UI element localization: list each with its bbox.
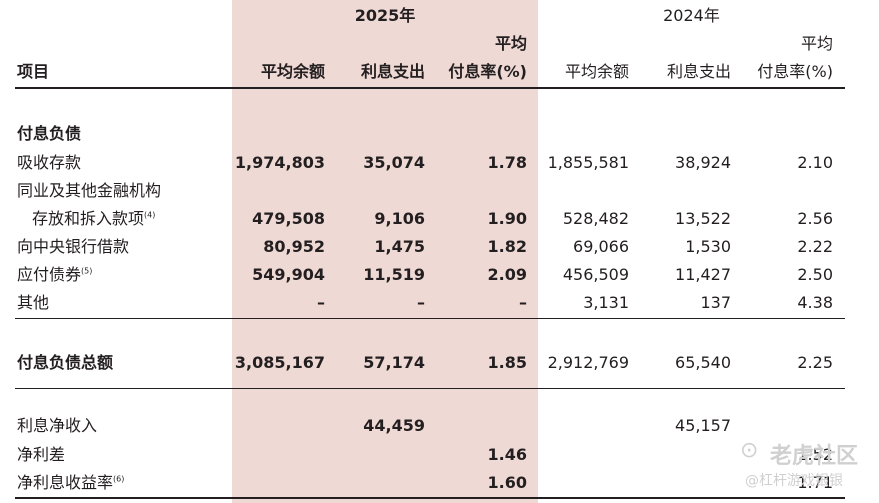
cell-2024-rate: 4.38 <box>797 293 833 312</box>
row-label-deposits: 吸收存款 <box>17 153 82 172</box>
cell-2025-interest-expense: – <box>417 293 425 312</box>
cell-2024-interest-expense: 13,522 <box>675 209 731 228</box>
cell-2025-rate: – <box>519 293 527 312</box>
header-2025-avg-balance: 平均余额 <box>260 62 325 81</box>
cell-2025-interest-expense: 9,106 <box>374 209 425 228</box>
cell-2024-avg-balance: 69,066 <box>573 237 629 256</box>
row-label-bonds-payable: 应付债券(5) <box>17 265 93 284</box>
cell-2025-rate: 1.90 <box>487 209 527 228</box>
footnote-marker: (5) <box>81 266 93 276</box>
header-item: 项目 <box>17 62 50 81</box>
cell-2025-rate: 1.46 <box>487 445 527 464</box>
row-label-interest-bearing-liabilities: 付息负债 <box>17 124 82 143</box>
cell-2025-avg-balance: 3,085,167 <box>234 353 325 372</box>
header-rule <box>15 87 845 89</box>
header-2025-rate-line2: 付息率(%) <box>448 62 527 81</box>
cell-2024-avg-balance: 528,482 <box>562 209 629 228</box>
cell-2025-avg-balance: 479,508 <box>252 209 325 228</box>
cell-2025-interest-expense: 44,459 <box>363 416 425 435</box>
subtotal-rule <box>15 318 845 319</box>
cell-2025-interest-expense: 35,074 <box>363 153 425 172</box>
cell-2025-interest-expense: 1,475 <box>374 237 425 256</box>
row-label-net-interest-spread: 净利差 <box>17 445 66 464</box>
cell-2024-rate: 2.56 <box>797 209 833 228</box>
cell-2024-interest-expense: 38,924 <box>675 153 731 172</box>
cell-2025-avg-balance: – <box>317 293 325 312</box>
footnote-marker: (4) <box>144 210 156 220</box>
cell-2024-rate: 1.71 <box>797 473 833 492</box>
cell-2024-avg-balance: 3,131 <box>583 293 629 312</box>
cell-2024-avg-balance: 456,509 <box>562 265 629 284</box>
cell-2025-rate: 1.82 <box>487 237 527 256</box>
cell-2024-rate: 2.22 <box>797 237 833 256</box>
bottom-rule <box>15 497 845 499</box>
cell-2024-rate: 2.50 <box>797 265 833 284</box>
row-label-central-bank-borrowings: 向中央银行借款 <box>17 237 130 256</box>
cell-2024-avg-balance: 1,855,581 <box>547 153 629 172</box>
cell-2024-rate: 2.25 <box>797 353 833 372</box>
watermark-title: 老虎社区 <box>770 444 859 469</box>
cell-2025-avg-balance: 80,952 <box>263 237 325 256</box>
cell-2024-interest-expense: 45,157 <box>675 416 731 435</box>
cell-2024-interest-expense: 11,427 <box>675 265 731 284</box>
footnote-marker: (6) <box>113 474 125 484</box>
row-label-others: 其他 <box>17 293 50 312</box>
header-2025-rate-line1: 平均 <box>494 34 527 53</box>
cell-2024-rate: 2.10 <box>797 153 833 172</box>
cell-2025-rate: 1.78 <box>487 153 527 172</box>
watermark-handle: @杠杆游戏银银 <box>745 473 843 489</box>
cell-2024-avg-balance: 2,912,769 <box>547 353 629 372</box>
total-rule <box>15 388 845 389</box>
cell-2025-avg-balance: 549,904 <box>252 265 325 284</box>
row-label-net-interest-income: 利息净收入 <box>17 416 98 435</box>
cell-2024-interest-expense: 1,530 <box>685 237 731 256</box>
header-year-2024: 2024年 <box>663 6 720 25</box>
cell-2025-rate: 1.60 <box>487 473 527 492</box>
row-label-interbank-line2: 存放和拆入款项(4) <box>32 209 156 228</box>
header-2024-avg-balance: 平均余额 <box>564 62 629 81</box>
cell-2025-rate: 2.09 <box>487 265 527 284</box>
header-2024-rate-line1: 平均 <box>800 34 833 53</box>
row-label-interbank-line1: 同业及其他金融机构 <box>17 181 162 200</box>
cell-2024-interest-expense: 65,540 <box>675 353 731 372</box>
header-2025-interest-expense: 利息支出 <box>360 62 425 81</box>
year-2025-highlight-band <box>232 0 538 503</box>
cell-2025-avg-balance: 1,974,803 <box>234 153 325 172</box>
watermark-logo-icon: ⊙ <box>740 438 759 463</box>
header-year-2025: 2025年 <box>354 6 416 25</box>
cell-2024-interest-expense: 137 <box>700 293 731 312</box>
cell-2025-rate: 1.85 <box>487 353 527 372</box>
cell-2025-interest-expense: 57,174 <box>363 353 425 372</box>
cell-2025-interest-expense: 11,519 <box>363 265 425 284</box>
cell-2024-rate: 1.52 <box>797 445 833 464</box>
row-label-total-interest-bearing-liabilities: 付息负债总额 <box>17 353 114 372</box>
header-2024-rate-line2: 付息率(%) <box>757 62 833 81</box>
header-2024-interest-expense: 利息支出 <box>666 62 731 81</box>
row-label-net-interest-margin: 净利息收益率(6) <box>17 473 125 492</box>
